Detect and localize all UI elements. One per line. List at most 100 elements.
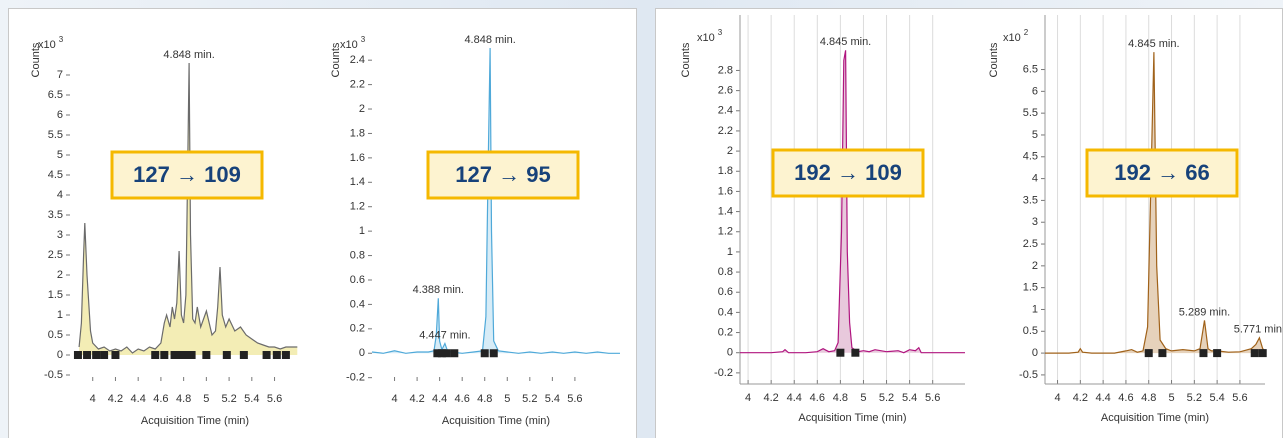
x-axis-label: Acquisition Time (min) bbox=[1101, 412, 1209, 424]
y-tick-label: 4.5 bbox=[48, 169, 63, 181]
x-tick-label: 5 bbox=[860, 392, 866, 404]
x-tick-label: 4.2 bbox=[409, 393, 424, 405]
y-tick-label: 5.5 bbox=[1023, 107, 1038, 119]
integration-marker bbox=[202, 351, 211, 359]
y-multiplier-exponent: 3 bbox=[718, 28, 723, 37]
integration-marker bbox=[437, 349, 446, 358]
y-tick-label: 3 bbox=[57, 229, 63, 241]
x-tick-label: 5.4 bbox=[244, 393, 259, 405]
y-tick-label: 1.6 bbox=[350, 152, 365, 164]
integration-marker bbox=[1144, 349, 1153, 358]
y-tick-label: 0 bbox=[727, 347, 733, 359]
left-panel bbox=[8, 8, 637, 438]
x-tick-label: 4.8 bbox=[477, 393, 492, 405]
peak-label: 4.848 min. bbox=[464, 34, 515, 46]
x-tick-label: 5.2 bbox=[221, 393, 236, 405]
y-multiplier-base: x10 bbox=[697, 32, 715, 44]
integration-marker bbox=[160, 351, 169, 359]
y-tick-label: -0.5 bbox=[1019, 369, 1038, 381]
x-tick-label: 5.4 bbox=[545, 393, 560, 405]
integration-marker bbox=[450, 349, 459, 358]
y-tick-label: -0.2 bbox=[714, 367, 733, 379]
y-tick-label: 2.6 bbox=[718, 85, 733, 97]
peak-label: 4.447 min. bbox=[419, 329, 470, 341]
x-tick-label: 4 bbox=[1054, 392, 1060, 404]
x-tick-label: 4.6 bbox=[153, 393, 168, 405]
transition-label: 192 → 109 bbox=[794, 160, 902, 185]
y-tick-label: 5 bbox=[57, 149, 63, 161]
transition-box bbox=[426, 150, 580, 200]
y-tick-label: 1.2 bbox=[718, 226, 733, 238]
y-tick-label: 0.4 bbox=[350, 298, 365, 310]
peak-label: 4.845 min. bbox=[820, 36, 871, 48]
peak-label: 4.848 min. bbox=[163, 49, 214, 61]
integration-marker bbox=[239, 351, 248, 359]
integration-marker bbox=[836, 348, 845, 357]
x-tick-label: 4.8 bbox=[176, 393, 191, 405]
y-tick-label: 0.5 bbox=[48, 329, 63, 341]
integration-marker bbox=[73, 351, 82, 359]
transition-box bbox=[110, 150, 264, 200]
y-tick-label: 4 bbox=[1032, 173, 1038, 185]
area-fill bbox=[79, 63, 298, 355]
x-tick-label: 4.4 bbox=[131, 393, 146, 405]
y-tick-label: 5 bbox=[1032, 129, 1038, 141]
x-tick-label: 4.4 bbox=[432, 393, 447, 405]
x-tick-label: 4.6 bbox=[1118, 392, 1133, 404]
x-tick-label: 4.2 bbox=[764, 392, 779, 404]
y-tick-label: 1 bbox=[1032, 303, 1038, 315]
y-tick-label: 1 bbox=[57, 309, 63, 321]
integration-marker bbox=[1158, 349, 1167, 358]
peak-label: 4.388 min. bbox=[413, 284, 464, 296]
y-axis-label: Counts bbox=[680, 42, 692, 77]
y-tick-label: 2 bbox=[359, 103, 365, 115]
y-tick-label: 0.6 bbox=[350, 274, 365, 286]
peak-label: 5.289 min. bbox=[1179, 306, 1230, 318]
y-tick-label: -0.2 bbox=[346, 372, 365, 384]
x-axis-label: Acquisition Time (min) bbox=[141, 415, 249, 427]
y-tick-label: 2.4 bbox=[350, 54, 365, 66]
y-tick-label: 4 bbox=[57, 189, 63, 201]
y-tick-label: 2 bbox=[727, 145, 733, 157]
y-tick-label: 0.8 bbox=[350, 249, 365, 261]
y-tick-label: 0 bbox=[1032, 347, 1038, 359]
x-tick-label: 5 bbox=[504, 393, 510, 405]
integration-marker bbox=[272, 351, 281, 359]
y-tick-label: 3.5 bbox=[1023, 194, 1038, 206]
y-tick-label: 5.5 bbox=[48, 129, 63, 141]
y-tick-label: 2.5 bbox=[1023, 238, 1038, 250]
y-tick-label: 1.2 bbox=[350, 201, 365, 213]
x-tick-label: 4.6 bbox=[810, 392, 825, 404]
trace bbox=[1045, 52, 1266, 354]
y-multiplier-exponent: 3 bbox=[59, 35, 64, 44]
integration-marker bbox=[1258, 349, 1267, 358]
x-tick-label: 4.2 bbox=[1073, 392, 1088, 404]
integration-marker bbox=[100, 351, 109, 359]
y-tick-label: 6 bbox=[1032, 85, 1038, 97]
y-tick-label: 1.8 bbox=[718, 165, 733, 177]
y-tick-label: 1.6 bbox=[718, 185, 733, 197]
x-tick-label: 5.2 bbox=[879, 392, 894, 404]
peak-label: 4.845 min. bbox=[1128, 38, 1179, 50]
y-tick-label: 2.2 bbox=[350, 79, 365, 91]
x-tick-label: 5.6 bbox=[267, 393, 282, 405]
x-tick-label: 4.8 bbox=[833, 392, 848, 404]
y-tick-label: 6 bbox=[57, 109, 63, 121]
transition-box bbox=[1085, 148, 1239, 198]
y-tick-label: 0.2 bbox=[718, 326, 733, 338]
x-tick-label: 5.6 bbox=[1232, 392, 1247, 404]
integration-marker bbox=[489, 349, 498, 358]
integration-marker bbox=[1250, 349, 1259, 358]
x-tick-label: 4.6 bbox=[455, 393, 470, 405]
x-tick-label: 4 bbox=[391, 393, 397, 405]
integration-marker bbox=[851, 348, 860, 357]
y-tick-label: 2 bbox=[57, 269, 63, 281]
y-tick-label: 1.5 bbox=[48, 289, 63, 301]
integration-marker bbox=[187, 351, 196, 359]
x-tick-label: 4.8 bbox=[1141, 392, 1156, 404]
x-tick-label: 5.6 bbox=[925, 392, 940, 404]
y-tick-label: 2 bbox=[1032, 260, 1038, 272]
y-tick-label: 2.2 bbox=[718, 125, 733, 137]
x-tick-label: 5.2 bbox=[1187, 392, 1202, 404]
